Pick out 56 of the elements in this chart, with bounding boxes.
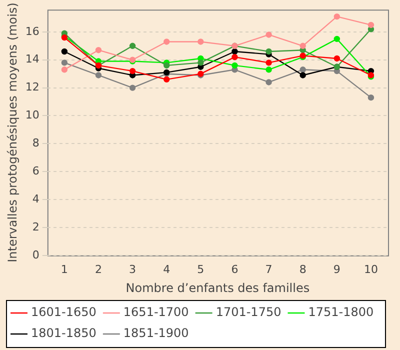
point (95, 72, 102, 78)
x-tick-label: 10 (364, 262, 378, 276)
y-axis-title: Intervalles protogénésiques moyens (mois) (5, 2, 20, 262)
point (232, 62, 238, 69)
point (334, 13, 340, 20)
point (300, 66, 306, 73)
x-tick-label: 5 (197, 262, 204, 276)
y-tick-label: 6 (32, 164, 40, 178)
legend-label: 1751-1800 (308, 305, 374, 320)
x-tick-label: 6 (231, 262, 238, 276)
point (266, 48, 272, 55)
legend-label: 1851-1900 (123, 326, 189, 340)
point (61, 60, 68, 66)
point (129, 68, 136, 74)
x-tick-label: 9 (333, 262, 340, 276)
legend-label: 1651-1700 (123, 305, 189, 320)
point (266, 60, 272, 66)
legend-label: 1701-1750 (216, 305, 282, 320)
y-tick-label: 14 (25, 52, 40, 66)
y-tick-label: 8 (32, 136, 40, 150)
point (61, 66, 68, 73)
point (129, 84, 136, 91)
x-tick-label: 1 (60, 262, 68, 276)
point (232, 54, 238, 60)
point (164, 62, 170, 69)
x-tick-label: 2 (94, 262, 102, 276)
point (266, 66, 272, 73)
point (129, 42, 136, 50)
point (334, 55, 340, 62)
point (61, 48, 68, 55)
y-tick-label: 2 (32, 220, 40, 234)
point (164, 38, 170, 45)
legend-label: 1601-1650 (31, 305, 96, 320)
y-tick-label: 4 (32, 192, 40, 206)
point (198, 60, 204, 66)
y-tick-label: 16 (25, 24, 40, 38)
x-tick-label: 4 (163, 262, 170, 276)
x-tick-label: 7 (265, 262, 272, 276)
point (198, 38, 204, 45)
point (368, 94, 374, 101)
y-tick-label: 10 (25, 108, 40, 122)
point (300, 42, 306, 50)
point (300, 72, 306, 78)
point (266, 32, 272, 38)
y-tick-label: 0 (32, 248, 40, 262)
x-tick-label: 8 (299, 262, 306, 276)
point (95, 47, 102, 54)
point (232, 48, 238, 55)
legend-label: 1801-1850 (31, 326, 96, 340)
y-tick-label: 12 (25, 80, 40, 94)
x-tick-label: 3 (129, 262, 136, 276)
point (368, 22, 374, 28)
x-axis-title: Nombre d’enfants des familles (126, 280, 310, 295)
point (266, 79, 272, 86)
point (164, 76, 170, 83)
point (334, 36, 340, 42)
